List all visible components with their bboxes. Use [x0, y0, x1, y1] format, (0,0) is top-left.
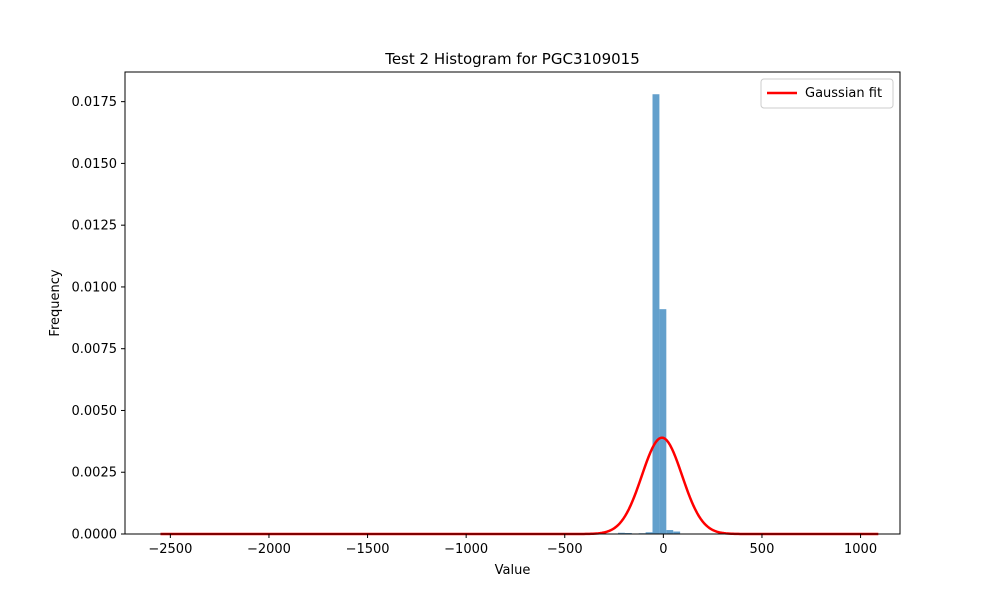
x-tick-label: 500	[750, 542, 775, 557]
x-tick-label: −500	[547, 542, 583, 557]
y-tick-label: 0.0100	[72, 280, 118, 295]
x-tick-label: 0	[659, 542, 667, 557]
x-axis-ticks: −2500 −2000 −1500 −1000 −500 0 500 1000	[148, 534, 877, 557]
plot-frame	[124, 71, 901, 535]
histogram-bar-7	[673, 531, 681, 534]
y-tick-label: 0.0050	[72, 404, 118, 419]
y-tick-label: 0.0025	[72, 466, 118, 481]
legend-label-gaussian-fit: Gaussian fit	[805, 86, 882, 101]
x-axis-label: Value	[495, 563, 531, 578]
y-tick-label: 0.0075	[72, 342, 118, 357]
x-tick-label: −2500	[148, 542, 192, 557]
y-tick-label: 0.0125	[72, 219, 118, 234]
legend: Gaussian fit	[760, 78, 894, 109]
y-axis-label: Frequency	[48, 269, 63, 336]
x-tick-label: −1500	[346, 542, 390, 557]
x-tick-label: 1000	[844, 542, 877, 557]
x-tick-label: −2000	[247, 542, 291, 557]
gaussian-fit-layer	[160, 436, 879, 536]
histogram-bar-3	[645, 532, 653, 534]
y-tick-label: 0.0175	[72, 95, 118, 110]
gaussian-fit-line	[160, 436, 879, 536]
y-tick-label: 0.0150	[72, 157, 118, 172]
x-tick-label: −1000	[444, 542, 488, 557]
chart-title: Test 2 Histogram for PGC3109015	[384, 50, 640, 68]
histogram-bar-5	[659, 309, 667, 534]
legend-box	[760, 78, 894, 109]
y-tick-label: 0.0000	[72, 528, 118, 543]
histogram-bar-6	[666, 530, 674, 534]
histogram-bar-0	[618, 532, 625, 534]
histogram-bars	[618, 94, 681, 534]
histogram-bar-4	[652, 94, 660, 534]
y-axis-ticks: 0.0000 0.0025 0.0050 0.0075 0.0100 0.0125 0.01…	[72, 95, 125, 543]
